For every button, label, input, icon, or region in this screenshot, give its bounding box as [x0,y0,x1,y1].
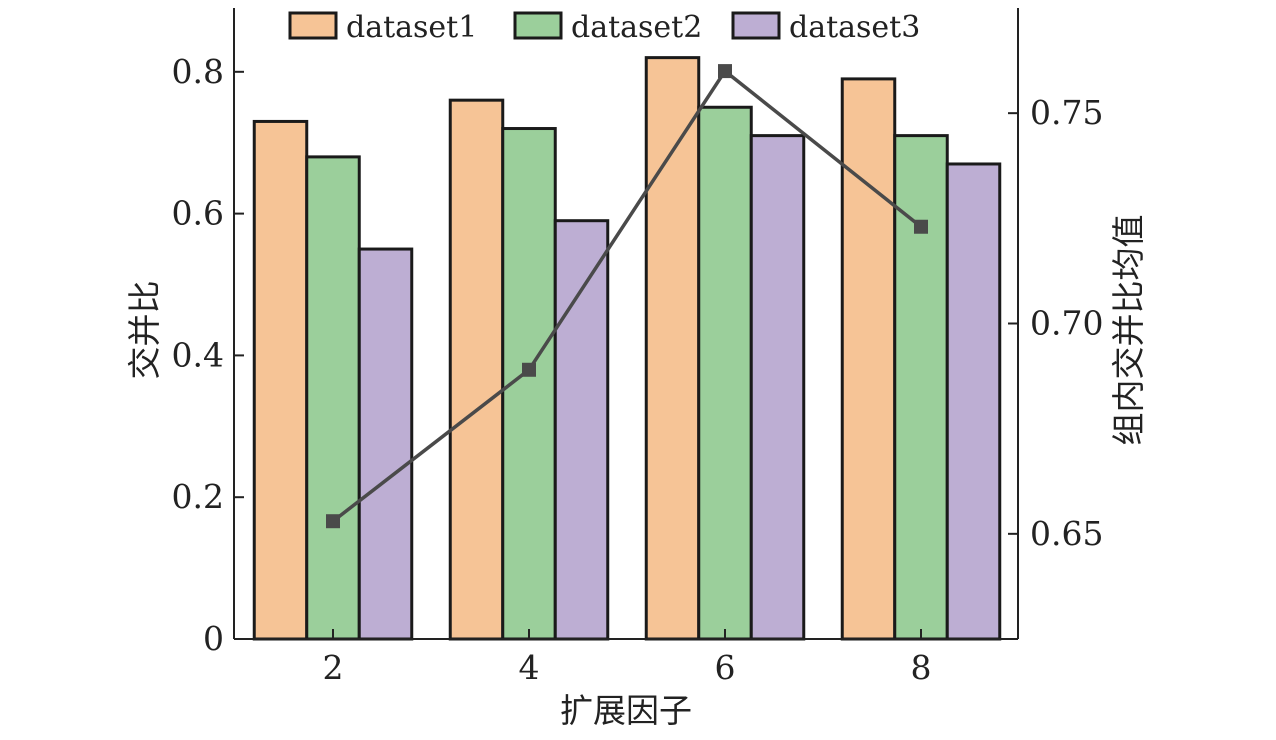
bar-dataset1-6 [644,56,701,641]
legend-label-dataset2: dataset2 [571,10,702,45]
legend-swatch-dataset3 [731,11,781,40]
bars-layer [252,56,1002,641]
mean-iou-marker-2 [326,514,340,529]
bar-dataset2-2 [305,155,361,641]
right-tick-label: 0.70 [1030,304,1103,343]
right-tick-label: 0.65 [1030,514,1103,553]
left-tick-label: 0.4 [172,335,224,374]
bar-dataset3-8 [945,162,1002,641]
mean-iou-marker-8 [914,219,928,234]
y-axis-label: 交并比 [125,281,164,380]
left-tick-label: 0.2 [172,477,224,516]
x-axis-label: 扩展因子 [560,691,692,730]
y-axis-right-label: 组内交并比均值 [1109,215,1148,446]
x-tick-label: 8 [911,648,932,687]
left-tick-label: 0.8 [172,52,224,91]
line-layer [326,64,928,529]
mean-iou-line [331,68,923,523]
x-tick-label: 4 [519,648,540,687]
bar-dataset2-6 [697,105,753,641]
mean-iou-marker-6 [718,64,732,79]
right-tick-label: 0.75 [1030,93,1103,132]
bar-dataset1-2 [252,119,309,641]
legend-label-dataset3: dataset3 [789,10,920,45]
x-tick-label: 6 [715,648,736,687]
legend-swatch-dataset1 [288,11,338,40]
bar-dataset1-8 [840,77,897,641]
mean-iou-marker-4 [522,362,536,377]
x-tick-label: 2 [323,648,344,687]
bar-dataset1-4 [448,98,505,641]
bar-dataset3-4 [553,219,610,641]
legend-label-dataset1: dataset1 [346,10,477,45]
left-tick-label: 0.6 [172,194,224,233]
bar-dataset2-8 [893,134,949,641]
right-axis-ticks: 0.65 0.70 0.75 [1008,93,1103,553]
left-tick-label: 0 [203,619,224,658]
bar-dataset3-6 [749,134,806,641]
legend-swatch-dataset2 [513,11,563,40]
left-axis-ticks: 0 0.2 0.4 0.6 0.8 [172,52,244,658]
bar-dataset3-2 [357,247,414,641]
legend: dataset1 dataset2 dataset3 [288,10,920,45]
x-axis-ticks: 2 4 6 8 [323,629,932,687]
